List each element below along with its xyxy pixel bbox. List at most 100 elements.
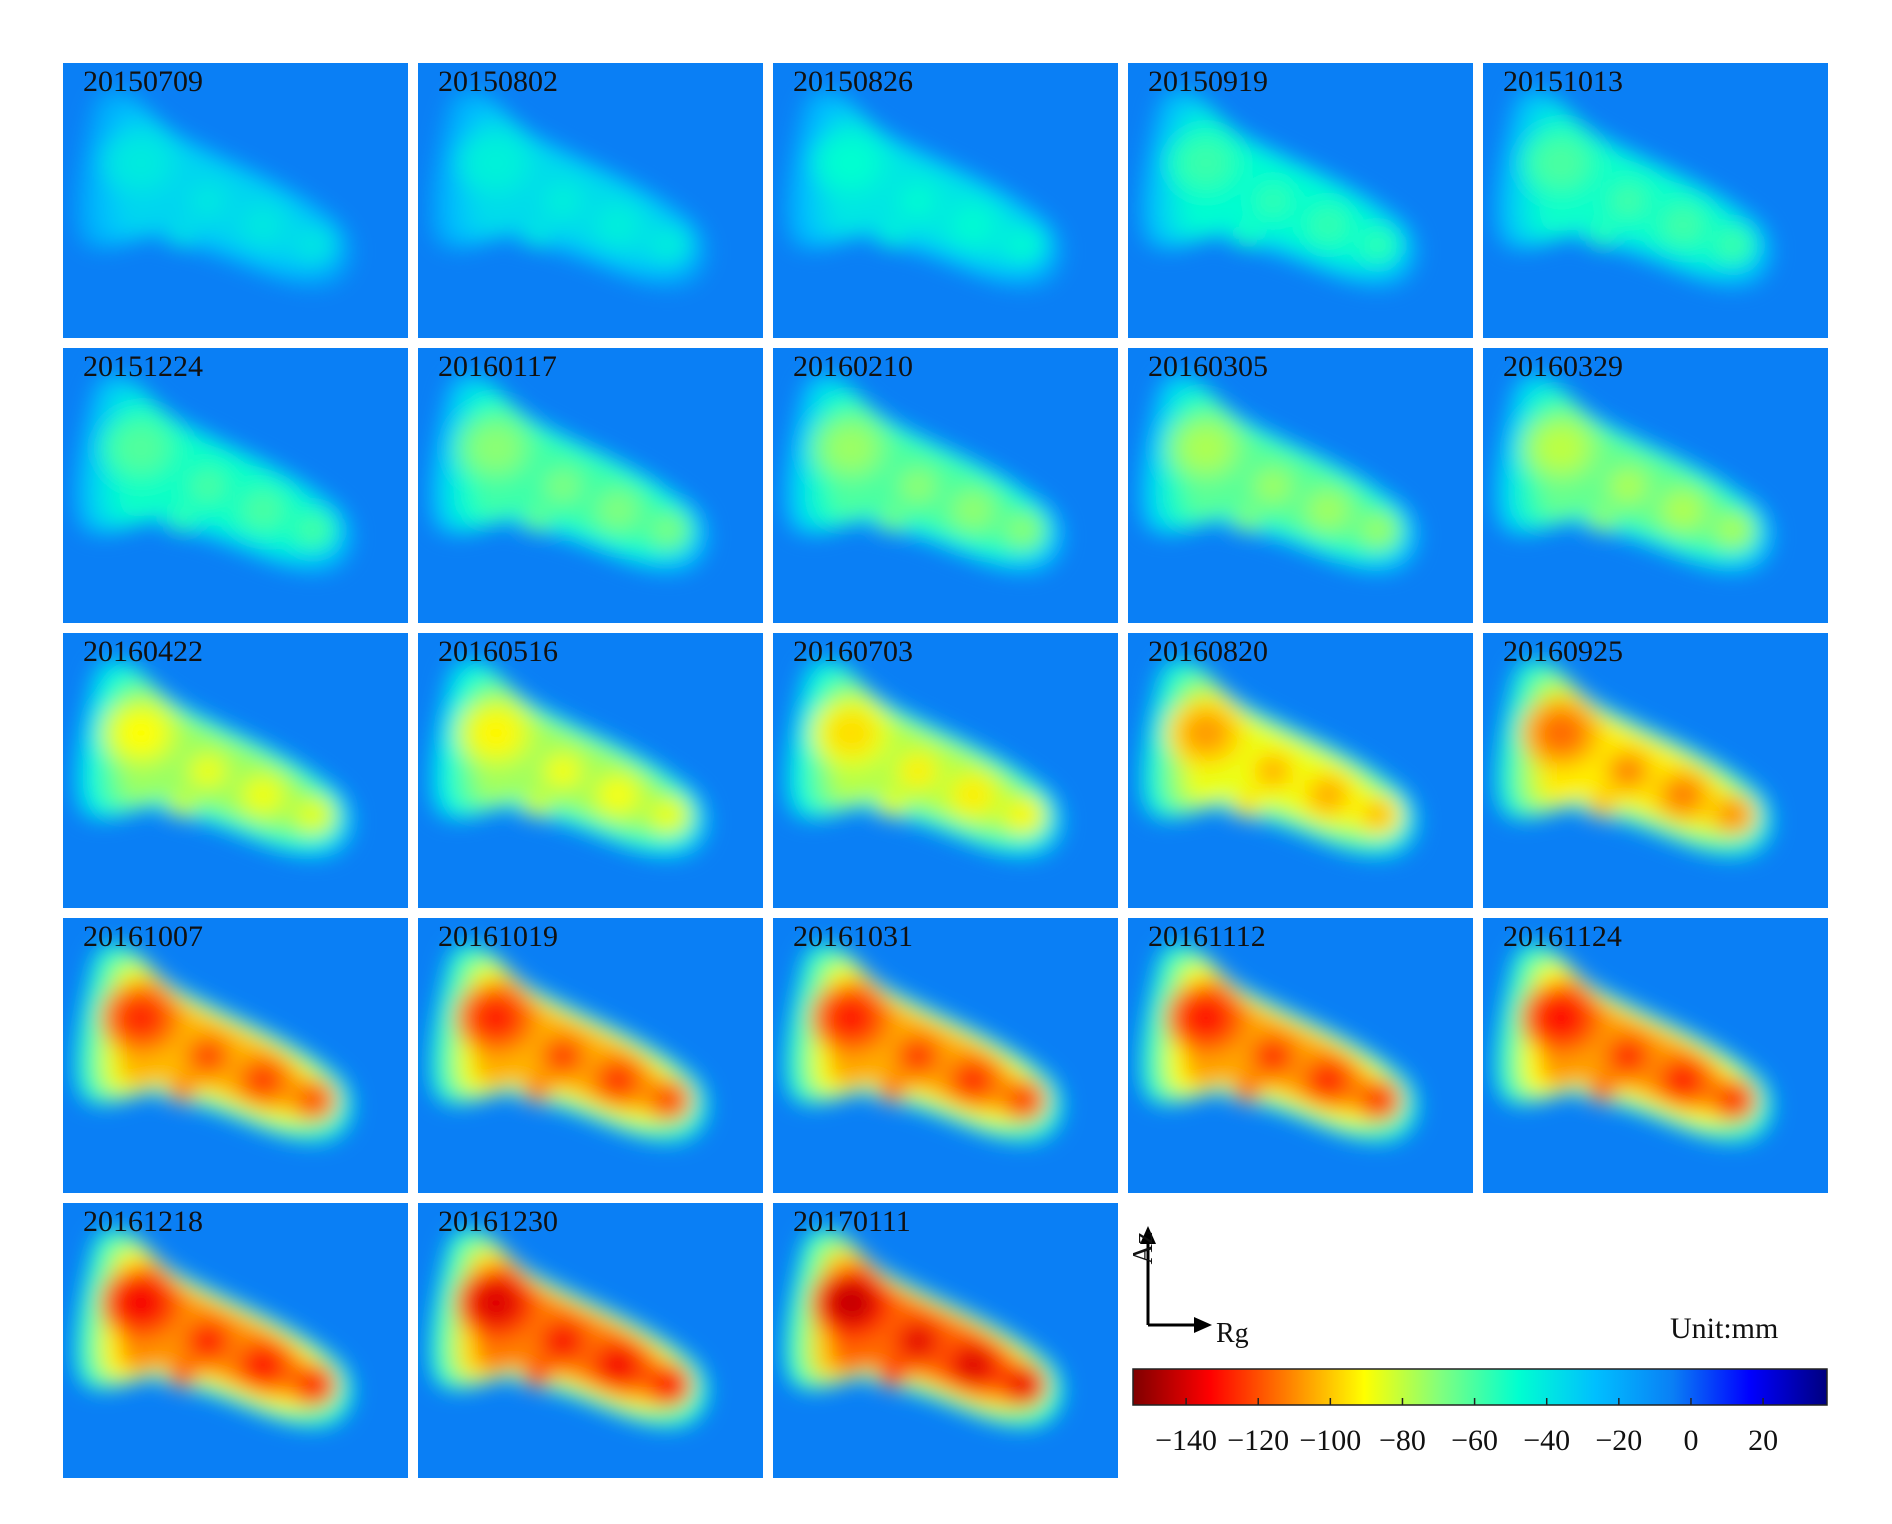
subsidence-center — [1182, 141, 1230, 185]
subsidence-center — [1257, 186, 1289, 216]
subsidence-zone — [1139, 87, 1419, 289]
subsidence-center — [1718, 517, 1748, 543]
subsidence-center — [547, 756, 579, 786]
panel-date-label: 20151224 — [83, 350, 203, 383]
deformation-panel: 20150826 — [773, 63, 1118, 338]
subsidence-center — [1612, 756, 1644, 786]
subsidence-center — [955, 208, 991, 242]
subsidence-center — [1310, 208, 1346, 242]
subsidence-center — [1310, 778, 1346, 812]
colorbar — [1132, 1368, 1828, 1406]
panel-date-label: 20160516 — [438, 635, 558, 668]
colorbar-tick-label: 20 — [1748, 1424, 1779, 1457]
panel-date-label: 20150919 — [1148, 65, 1268, 98]
panel-date-label: 20150826 — [793, 65, 913, 98]
deformation-panel: 20160516 — [418, 633, 763, 908]
subsidence-center — [298, 1087, 328, 1113]
subsidence-center — [1363, 802, 1393, 828]
subsidence-center — [883, 509, 903, 527]
deformation-map — [63, 918, 408, 1193]
subsidence-center — [117, 426, 165, 470]
deformation-panel: 20160117 — [418, 348, 763, 623]
subsidence-center — [528, 224, 548, 242]
subsidence-center — [528, 1079, 548, 1097]
subsidence-center — [653, 517, 683, 543]
subsidence-center — [472, 426, 520, 470]
deformation-map — [773, 918, 1118, 1193]
subsidence-center — [472, 711, 520, 755]
subsidence-center — [1665, 493, 1701, 527]
deformation-panel: 20151013 — [1483, 63, 1828, 338]
panel-date-label: 20160210 — [793, 350, 913, 383]
subsidence-center — [117, 996, 165, 1040]
subsidence-center — [547, 1041, 579, 1071]
deformation-panel: 20150802 — [418, 63, 763, 338]
subsidence-center — [117, 1281, 165, 1325]
subsidence-center — [653, 802, 683, 828]
panel-date-label: 20161019 — [438, 920, 558, 953]
subsidence-center — [1537, 426, 1585, 470]
subsidence-center — [192, 471, 224, 501]
subsidence-zone — [74, 942, 354, 1144]
subsidence-center — [883, 794, 903, 812]
subsidence-zone — [429, 657, 709, 859]
panel-date-label: 20160820 — [1148, 635, 1268, 668]
subsidence-zone — [74, 372, 354, 574]
subsidence-center — [1612, 1041, 1644, 1071]
subsidence-center — [1182, 711, 1230, 755]
deformation-map — [1128, 918, 1473, 1193]
subsidence-center — [1008, 1087, 1038, 1113]
panel-date-label: 20160925 — [1503, 635, 1623, 668]
panel-date-label: 20160117 — [438, 350, 557, 383]
subsidence-center — [173, 794, 193, 812]
subsidence-center — [827, 1281, 875, 1325]
subsidence-zone — [784, 1227, 1064, 1429]
deformation-panel: 20160305 — [1128, 348, 1473, 623]
colorbar-tick-label: −80 — [1378, 1424, 1426, 1457]
deformation-panel: 20161112 — [1128, 918, 1473, 1193]
deformation-panel: 20160820 — [1128, 633, 1473, 908]
subsidence-zone — [74, 1227, 354, 1429]
subsidence-center — [298, 802, 328, 828]
subsidence-center — [1008, 1372, 1038, 1398]
colorbar-tick-label: −140 — [1155, 1424, 1218, 1457]
subsidence-center — [472, 1281, 520, 1325]
subsidence-center — [1257, 756, 1289, 786]
subsidence-center — [245, 1063, 281, 1097]
subsidence-center — [245, 778, 281, 812]
subsidence-center — [298, 1372, 328, 1398]
subsidence-center — [1665, 778, 1701, 812]
subsidence-center — [547, 471, 579, 501]
subsidence-center — [827, 711, 875, 755]
panel-date-label: 20161031 — [793, 920, 913, 953]
colorbar-tick-label: −60 — [1451, 1424, 1499, 1457]
subsidence-center — [528, 1364, 548, 1382]
colorbar-tick-label: −20 — [1595, 1424, 1643, 1457]
subsidence-zone — [1139, 657, 1419, 859]
subsidence-center — [1612, 471, 1644, 501]
subsidence-center — [472, 141, 520, 185]
subsidence-center — [1363, 232, 1393, 258]
panel-date-label: 20150802 — [438, 65, 558, 98]
subsidence-center — [1310, 1063, 1346, 1097]
subsidence-zone — [784, 87, 1064, 289]
colorbar-gradient — [1132, 1368, 1828, 1406]
deformation-map — [418, 633, 763, 908]
subsidence-center — [1537, 141, 1585, 185]
range-arrowhead — [1194, 1317, 1212, 1333]
subsidence-center — [173, 1079, 193, 1097]
subsidence-center — [1718, 232, 1748, 258]
deformation-panel: 20150919 — [1128, 63, 1473, 338]
subsidence-center — [902, 1041, 934, 1071]
panel-date-label: 20160422 — [83, 635, 203, 668]
subsidence-center — [117, 711, 165, 755]
deformation-panel: 20161031 — [773, 918, 1118, 1193]
deformation-map — [418, 348, 763, 623]
deformation-map — [1128, 633, 1473, 908]
deformation-map — [1128, 63, 1473, 338]
deformation-map — [1483, 918, 1828, 1193]
subsidence-center — [1238, 1079, 1258, 1097]
subsidence-center — [1008, 232, 1038, 258]
subsidence-center — [1182, 426, 1230, 470]
subsidence-center — [883, 224, 903, 242]
